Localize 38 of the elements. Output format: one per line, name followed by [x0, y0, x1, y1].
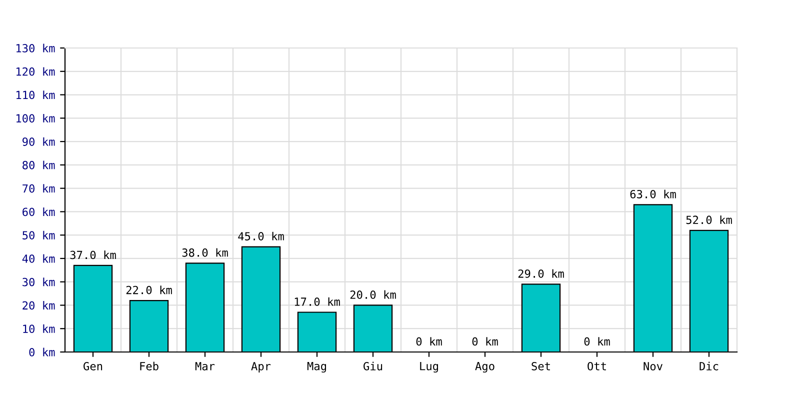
data-label: 45.0 km [238, 232, 284, 240]
data-label: 22.0 km [126, 286, 172, 294]
data-label: 63.0 km [630, 190, 676, 198]
data-label: 0 km [584, 337, 610, 346]
x-tick-label: Set [532, 362, 550, 370]
x-tick-label: Apr [251, 362, 271, 373]
x-tick-label: Nov [644, 362, 662, 370]
x-tick-label: Ago [475, 362, 494, 373]
data-label: 37.0 km [70, 250, 116, 260]
y-tick-label: 110 km [16, 90, 55, 100]
data-label: 17.0 km [294, 297, 340, 306]
y-tick-label: 130 km [16, 44, 55, 52]
x-tick-label: Lug [420, 362, 438, 373]
x-tick-label: Mag [307, 362, 326, 373]
x-tick-label: Giu [364, 362, 382, 370]
x-tick-label: Feb [140, 362, 158, 370]
y-tick-label: 10 km [23, 324, 55, 334]
y-tick-label: 60 km [22, 208, 55, 216]
y-tick-label: 40 km [22, 254, 55, 263]
y-tick-label: 30 km [22, 278, 55, 286]
data-label: 0 km [472, 337, 498, 346]
data-label: 38.0 km [182, 248, 228, 257]
y-tick-label: 50 km [22, 230, 55, 240]
data-label: 20.0 km [350, 290, 396, 299]
y-tick-label: 90 km [22, 137, 55, 146]
y-tick-label: 0 km [29, 348, 55, 356]
x-tick-label: Mar [195, 362, 215, 370]
y-tick-label: 120 km [16, 67, 55, 76]
data-label: 0 km [416, 337, 442, 346]
y-tick-label: 20 km [22, 301, 55, 310]
x-tick-label: Gen [84, 362, 102, 370]
y-tick-label: 100 km [16, 114, 55, 123]
x-tick-label: Ott [588, 362, 606, 370]
data-label: 29.0 km [518, 269, 564, 278]
x-tick-label: Dic [700, 362, 718, 370]
y-tick-label: 70 km [22, 184, 55, 193]
data-label: 52.0 km [686, 215, 732, 224]
y-tick-label: 80 km [22, 160, 55, 170]
